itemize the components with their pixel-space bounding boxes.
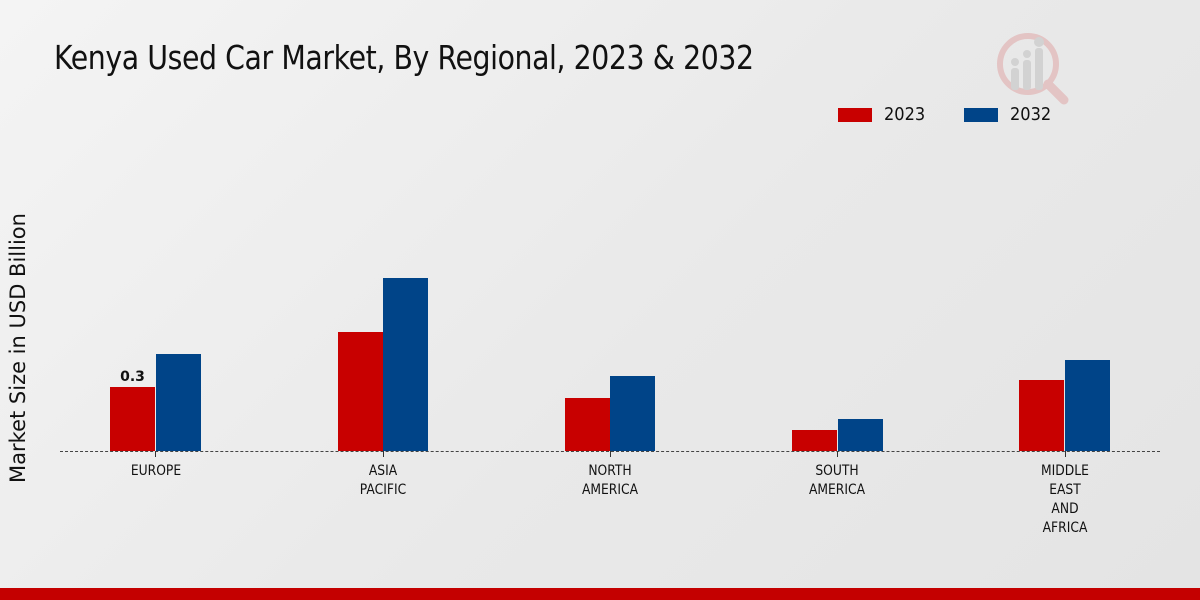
x-label-line: AMERICA	[581, 482, 639, 498]
bar-asia-pacific-2023[interactable]	[338, 332, 383, 451]
x-tick-north-america	[610, 451, 611, 457]
bar-south-america-2032[interactable]	[838, 419, 883, 451]
x-label-line: AMERICA	[808, 482, 866, 498]
y-axis-label-text: Market Size in USD Billion	[6, 213, 30, 483]
bar-north-america-2032[interactable]	[610, 376, 655, 451]
brand-logo-icon	[997, 33, 1069, 105]
bar-asia-pacific-2032[interactable]	[383, 278, 428, 451]
x-label-line: SOUTH	[815, 463, 859, 479]
x-label-north-america: NORTH AMERICA	[557, 462, 663, 500]
chart-title: Kenya Used Car Market, By Regional, 2023…	[54, 38, 754, 77]
legend-label-2032: 2032	[1009, 104, 1052, 125]
x-label-line: PACIFIC	[359, 482, 407, 498]
footer-accent-bar	[0, 588, 1200, 600]
x-label-line: EAST	[1049, 482, 1081, 498]
x-label-line: NORTH	[588, 463, 632, 479]
x-tick-asia-pacific	[383, 451, 384, 457]
legend-swatch-2023	[838, 107, 872, 122]
bar-south-america-2023[interactable]	[792, 430, 837, 451]
legend-item-2032[interactable]: 2032	[963, 104, 1056, 125]
x-label-line: AFRICA	[1042, 520, 1088, 536]
bar-europe-2032[interactable]	[156, 354, 201, 451]
x-label-line: MIDDLE	[1041, 463, 1089, 479]
x-tick-south-america	[837, 451, 838, 457]
x-label-line: ASIA	[368, 463, 398, 479]
legend-label-2023: 2023	[884, 104, 926, 125]
x-tick-europe	[155, 451, 156, 457]
x-label-mea: MIDDLE EAST AND AFRICA	[1012, 462, 1118, 538]
bar-mea-2032[interactable]	[1065, 360, 1110, 451]
bar-mea-2023[interactable]	[1019, 380, 1064, 451]
bar-north-america-2023[interactable]	[565, 398, 610, 451]
x-label-line: AND	[1051, 501, 1079, 517]
x-label-europe: EUROPE	[103, 462, 209, 481]
value-label-europe-2023: 0.3	[120, 369, 145, 385]
x-tick-mea	[1065, 451, 1066, 457]
x-label-south-america: SOUTH AMERICA	[784, 462, 890, 500]
x-label-asia-pacific: ASIA PACIFIC	[330, 462, 436, 500]
legend-swatch-2032	[963, 107, 998, 122]
bar-europe-2023[interactable]	[110, 387, 155, 451]
chart-legend: 2023 2032	[838, 104, 1090, 125]
x-label-line: EUROPE	[130, 463, 182, 479]
legend-item-2023[interactable]: 2023	[838, 104, 930, 125]
